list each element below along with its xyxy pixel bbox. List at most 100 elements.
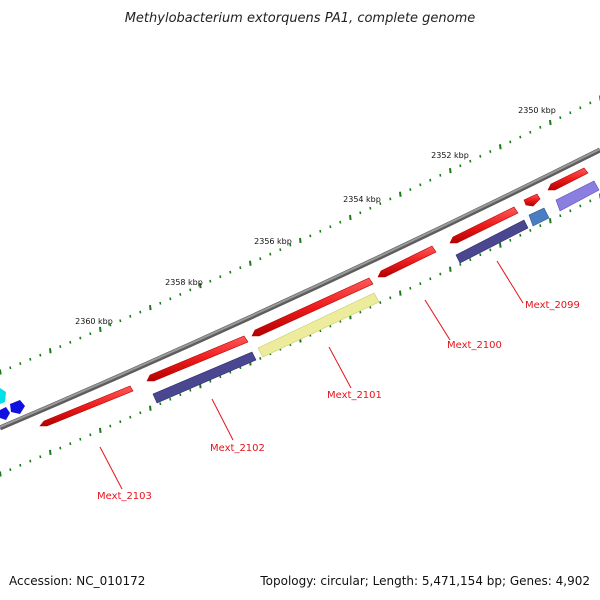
cds-bar-mext2102[interactable] — [152, 351, 257, 404]
tick-label-2356: 2356 kbp — [254, 237, 292, 246]
inner-tick-mark — [439, 272, 442, 276]
outer-tick-mark — [139, 310, 142, 314]
outer-tick-mark — [269, 252, 272, 256]
feature-blue-pentagon-1[interactable] — [10, 400, 25, 414]
outer-tick-mark — [409, 188, 412, 191]
outer-tick-mark — [149, 304, 152, 311]
gene-arrow-mext2101[interactable] — [251, 277, 374, 337]
inner-tick-mark — [509, 238, 512, 242]
gene-label-mext2103[interactable]: Mext_2103 — [97, 491, 152, 502]
outer-tick-mark — [259, 257, 262, 261]
gene-label-mext2101[interactable]: Mext_2101 — [327, 390, 382, 401]
inner-tick-mark — [99, 427, 102, 434]
outer-tick-mark — [349, 214, 352, 221]
outer-tick-mark — [449, 167, 452, 174]
leader-line-mext2103 — [99, 446, 123, 490]
inner-tick-mark — [549, 218, 552, 224]
outer-tick-mark — [479, 154, 482, 158]
outer-tick-mark — [339, 220, 342, 224]
outer-tick-mark — [89, 332, 92, 336]
outer-tick-mark — [579, 106, 582, 110]
inner-tick-mark — [399, 290, 402, 296]
tick-label-2360: 2360 kbp — [75, 317, 113, 326]
inner-tick-mark — [19, 463, 22, 467]
outer-tick-mark — [169, 297, 172, 301]
outer-tick-mark — [519, 135, 522, 139]
inner-tick-mark — [209, 379, 212, 383]
leader-lines — [99, 260, 524, 490]
outer-tick-mark — [49, 348, 52, 354]
outer-tick-mark — [239, 266, 242, 270]
outer-tick-mark — [159, 301, 162, 305]
outer-tick-mark — [469, 159, 472, 163]
outer-tick-mark — [199, 282, 202, 289]
outer-tick-mark — [179, 293, 182, 296]
cds-features — [152, 180, 600, 404]
gene-arrow-mext2102[interactable] — [146, 335, 249, 382]
outer-tick-mark — [249, 260, 252, 266]
feature-blue-pentagon-2[interactable] — [0, 407, 10, 420]
outer-tick-mark — [0, 369, 2, 375]
inner-tick-mark — [89, 433, 92, 437]
outer-tick-mark — [69, 340, 72, 344]
cds-bar-mext2101[interactable] — [257, 292, 380, 358]
inner-tick-mark — [139, 411, 142, 415]
outer-tick-mark — [429, 178, 432, 182]
inner-tick-mark — [579, 204, 582, 208]
outer-tick-mark — [499, 144, 502, 150]
outer-tick-mark — [9, 366, 12, 370]
inner-tick-mark — [69, 442, 72, 446]
inner-tick-mark — [189, 388, 192, 392]
genome-summary-text: Topology: circular; Length: 5,471,154 bp… — [260, 574, 590, 588]
gene-arrow-small[interactable] — [523, 193, 541, 207]
cds-bar-mext2099[interactable] — [455, 219, 529, 264]
inner-tick-mark — [29, 459, 32, 463]
outer-tick-mark — [189, 288, 192, 292]
outer-tick-mark — [389, 197, 392, 201]
cds-bar-small[interactable] — [528, 207, 550, 227]
gene-arrow-mext2099[interactable] — [449, 206, 519, 244]
inner-tick-mark — [39, 455, 42, 459]
inner-tick-mark — [459, 263, 462, 266]
leader-line-mext2102 — [211, 398, 234, 441]
leader-line-mext2100 — [424, 299, 451, 341]
outer-tick-mark — [309, 234, 312, 238]
genome-backbone-highlight — [0, 148, 600, 428]
outer-tick-mark — [59, 345, 62, 348]
feature-cyan-edge[interactable] — [0, 388, 6, 404]
outer-tick-mark — [279, 248, 282, 252]
inner-tick-mark — [109, 424, 112, 428]
gene-label-mext2099[interactable]: Mext_2099 — [525, 300, 580, 311]
outer-tick-mark — [99, 326, 102, 333]
outer-tick-mark — [509, 140, 512, 144]
outer-tick-mark — [29, 357, 32, 361]
map-title: Methylobacterium extorquens PA1, complet… — [125, 11, 476, 26]
outer-tick-mark — [369, 206, 372, 210]
outer-tick-mark — [589, 101, 592, 105]
gene-arrow-edge[interactable] — [547, 167, 589, 191]
gene-arrow-mext2100[interactable] — [377, 245, 437, 278]
cds-bar-edge[interactable] — [555, 180, 600, 212]
outer-tick-mark — [19, 362, 22, 365]
gene-label-mext2100[interactable]: Mext_2100 — [447, 340, 502, 351]
outer-tick-mark — [379, 202, 382, 205]
inner-tick-mark — [539, 224, 542, 228]
outer-tick-mark — [549, 119, 552, 126]
tick-label-2358: 2358 kbp — [165, 278, 203, 287]
gene-arrow-mext2103[interactable] — [39, 385, 134, 427]
leader-line-mext2099 — [496, 260, 524, 304]
inner-tick-mark — [489, 248, 492, 252]
outer-tick-mark — [209, 279, 212, 283]
inner-tick-mark — [119, 420, 122, 424]
gene-label-mext2102[interactable]: Mext_2102 — [210, 443, 265, 454]
inner-tick-mark — [169, 397, 172, 401]
inner-tick-mark — [569, 209, 572, 213]
outer-tick-mark — [299, 237, 302, 244]
outer-tick-mark — [39, 353, 42, 357]
outer-tick-mark — [219, 275, 222, 279]
outer-tick-mark — [459, 164, 462, 168]
forward-genes — [39, 167, 589, 427]
inner-tick-mark — [79, 437, 82, 441]
outer-tick-mark — [289, 243, 292, 247]
